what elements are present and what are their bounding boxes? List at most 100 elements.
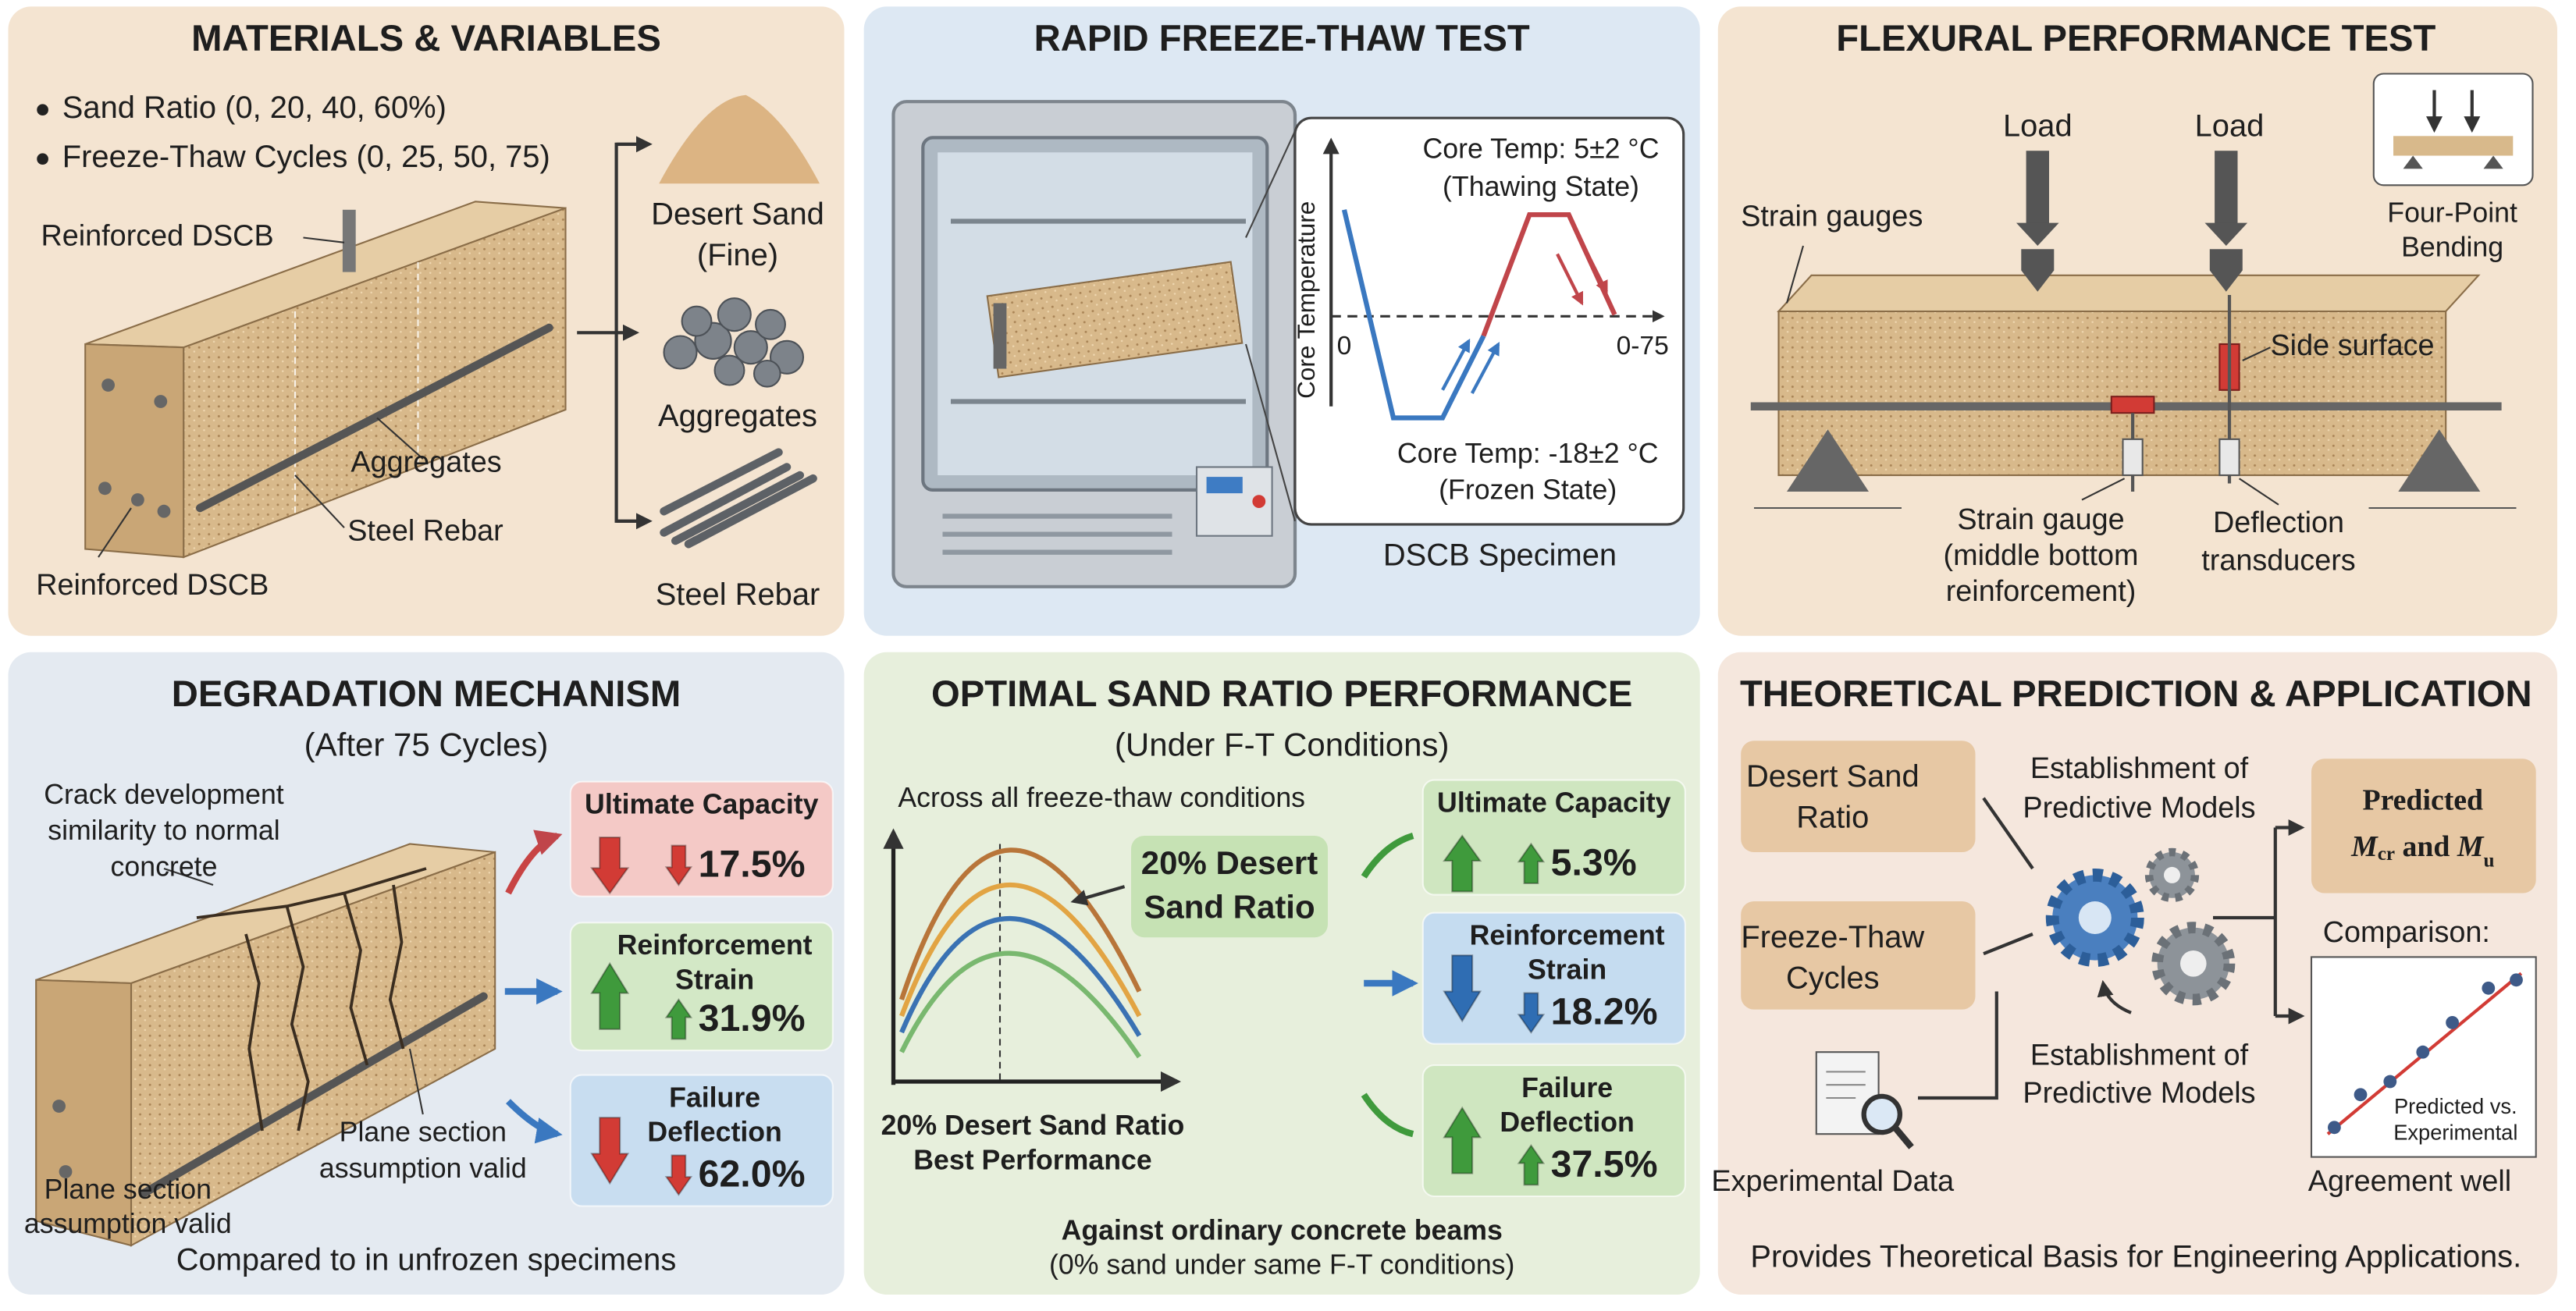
result-value: 31.9%: [699, 997, 806, 1039]
label: 0: [1337, 332, 1352, 361]
label: DSCB Specimen: [1383, 538, 1617, 573]
panel-title: FLEXURAL PERFORMANCE TEST: [1836, 18, 2435, 59]
label: (Frozen State): [1439, 474, 1617, 505]
beam-illustration-part: [37, 104, 48, 116]
result-value: 18.2%: [1551, 991, 1658, 1033]
label: Cycles: [1786, 961, 1880, 995]
beam-illustration-part: [659, 94, 820, 184]
label: Core Temp: 5±2 °C: [1423, 133, 1660, 165]
result-label: Deflection: [647, 1117, 782, 1148]
performance-curves-part: [1070, 885, 1126, 906]
prediction-illustration-part: [1826, 1071, 1866, 1100]
label: Core Temp: -18±2 °C: [1397, 438, 1659, 469]
label: Across all freeze-thaw conditions: [898, 782, 1305, 813]
result-box: [1421, 911, 1686, 1045]
cracked-beam-illustration-part: [140, 992, 488, 1198]
freezer-illustration-part: [1244, 343, 1297, 522]
panel-title: DEGRADATION MECHANISM: [172, 673, 681, 715]
cracked-beam-illustration-part-part: [285, 905, 310, 1132]
result-value: 62.0%: [699, 1153, 806, 1196]
label: Best Performance: [913, 1144, 1151, 1175]
freezer-illustration-part: [1206, 477, 1243, 494]
freezer-illustration-part: [986, 261, 1244, 378]
prediction-illustration-part-part: [1983, 933, 2033, 956]
prediction-illustration: [1741, 741, 2537, 1158]
result-label: Failure: [669, 1082, 760, 1114]
bending-illustration: [1750, 73, 2534, 510]
performance-curves-part: [1361, 832, 1414, 879]
cracked-beam-illustration: [35, 830, 563, 1247]
prediction-illustration-part: [1892, 1125, 1914, 1149]
label: Bending: [2401, 232, 2503, 263]
arrow-icon: [1517, 1144, 1546, 1186]
prediction-illustration-part-part: [2383, 1075, 2397, 1089]
cracked-beam-illustration-part-part: [196, 867, 427, 919]
label: Ratio: [1796, 801, 1869, 835]
prediction-illustration-part: [2179, 950, 2207, 977]
panel-title: THEORETICAL PREDICTION & APPLICATION: [1740, 673, 2532, 715]
arrow-icon: [664, 1154, 693, 1196]
performance-curves-part: [899, 915, 1142, 1037]
result-label: Ultimate Capacity: [585, 789, 819, 820]
label: Strain gauge: [1957, 503, 2124, 536]
beam-illustration-part-part: [684, 474, 817, 549]
beam-illustration-part: [98, 507, 132, 558]
bending-illustration-part: [1777, 310, 2447, 477]
cracked-beam-illustration-part: [408, 1048, 424, 1115]
math-part: M: [2350, 830, 2379, 862]
label: Reinforced DSCB: [41, 219, 273, 252]
prediction-illustration-part-part: [2097, 979, 2132, 1014]
arrow-icon: [1517, 992, 1546, 1034]
bending-illustration-part: [2242, 346, 2271, 361]
bending-illustration-part-part: [2204, 222, 2248, 247]
bending-illustration-part: [2483, 155, 2503, 169]
beam-illustration-part-part: [660, 463, 792, 537]
label: Load: [2195, 108, 2265, 143]
label: Predictive Models: [2023, 791, 2255, 824]
prediction-illustration-part: [1861, 1093, 1903, 1135]
label: Strain gauges: [1741, 200, 1923, 233]
label: Desert Sand: [651, 197, 824, 232]
beam-illustration-part-part: [671, 471, 805, 545]
arrow-icon: [1443, 834, 1482, 893]
label: Steel Rebar: [656, 577, 820, 612]
freezer-illustration: [891, 100, 1685, 588]
result-box: [569, 1074, 834, 1207]
label: Aggregates: [658, 399, 817, 433]
performance-curves-part: [899, 847, 1142, 1000]
label: 20% Desert: [1141, 844, 1318, 881]
freezer-illustration-part: [1556, 253, 1584, 306]
arrow-icon: [590, 837, 630, 895]
cracked-beam-illustration-part: [505, 830, 563, 895]
label: Desert Sand: [1746, 759, 1920, 794]
result-box: [1421, 779, 1686, 896]
result-label: Reinforcement: [617, 929, 813, 961]
cracked-beam-illustration-part-part: [343, 892, 369, 1066]
freezer-illustration-part: [1341, 209, 1486, 421]
output-math: Mcr and Mu: [2350, 830, 2494, 871]
label: transducers: [2201, 544, 2355, 577]
bending-illustration-part: [1777, 274, 2481, 313]
freezer-illustration-part: [1470, 342, 1500, 394]
prediction-illustration-part-part: [2416, 1045, 2430, 1059]
bullet: Sand Ratio (0, 20, 40, 60%): [62, 91, 447, 125]
freezer-illustration-part: [993, 303, 1007, 369]
prediction-illustration-part: [2078, 901, 2112, 934]
result-label: Strain: [675, 964, 754, 995]
label: Sand Ratio: [1144, 889, 1315, 926]
label: 20% Desert Sand Ratio: [881, 1110, 1185, 1141]
label: Compared to in unfrozen specimens: [176, 1243, 677, 1277]
freezer-illustration-part: [1245, 130, 1296, 238]
label: Aggregates: [350, 446, 501, 478]
label: Core Temperature: [1292, 201, 1320, 399]
label: assumption valid: [24, 1208, 232, 1239]
beam-illustration-part-part: [660, 448, 783, 516]
label: Establishment of: [2030, 752, 2249, 785]
cracked-beam-illustration-part-part: [244, 933, 264, 1132]
prediction-illustration-part-part: [1982, 797, 2034, 870]
beam-illustration-part: [660, 448, 817, 549]
panel-title: OPTIMAL SAND RATIO PERFORMANCE: [931, 673, 1632, 715]
bending-illustration-part: [2372, 73, 2534, 187]
prediction-illustration-part-part: [2510, 973, 2523, 987]
label: Experimental: [2393, 1120, 2517, 1144]
